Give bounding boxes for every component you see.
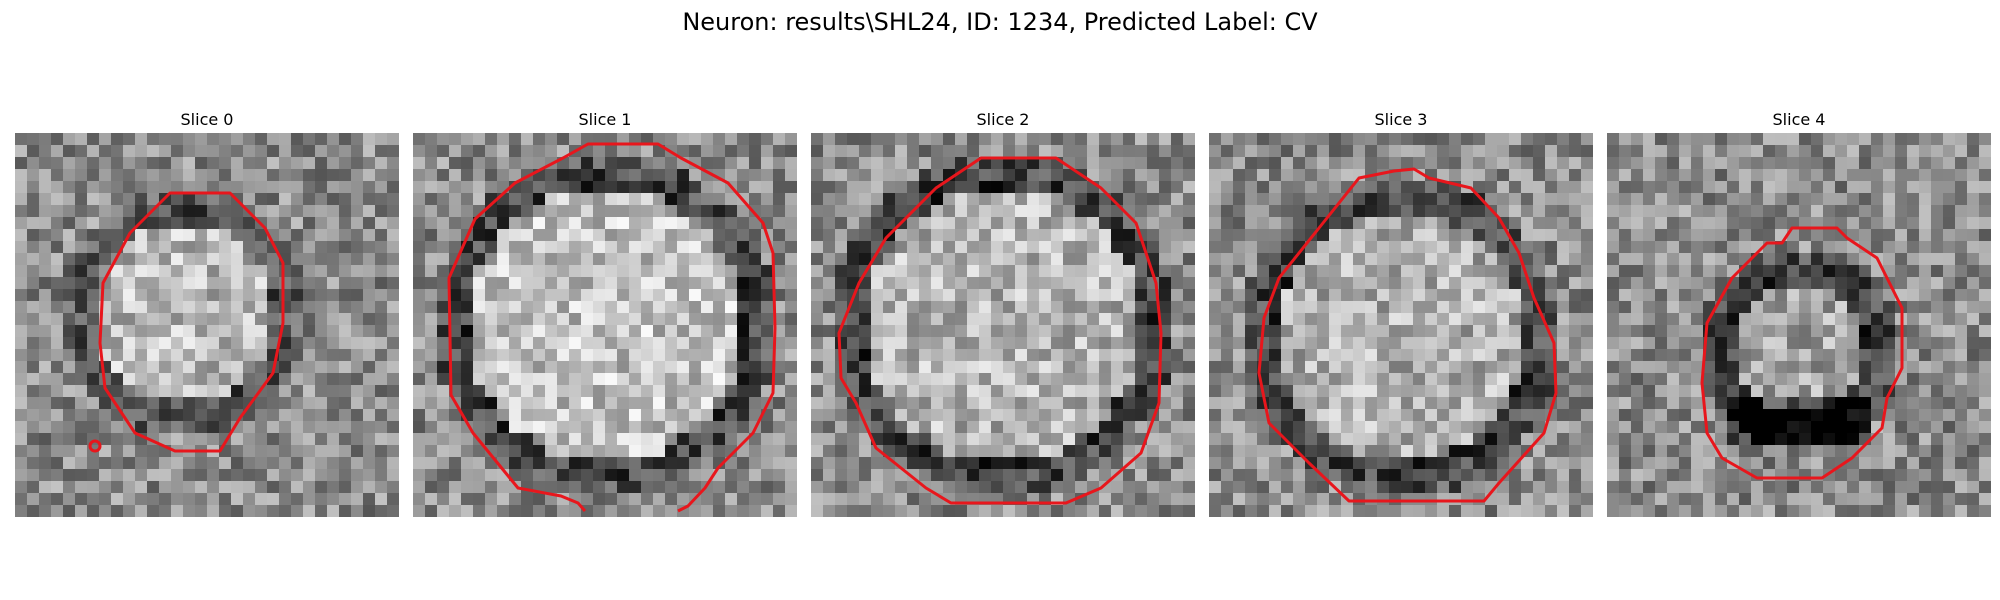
slice-panel-0: Slice 0: [15, 108, 399, 517]
slice-panel-4: Slice 4: [1607, 108, 1991, 517]
slice-panel-3: Slice 3: [1209, 108, 1593, 517]
slice-title: Slice 4: [1772, 110, 1826, 129]
neuron-outline: [447, 142, 777, 513]
slice-image: [15, 133, 399, 517]
neuron-outline: [1700, 226, 1904, 480]
slice-title: Slice 1: [578, 110, 632, 129]
slice-title: Slice 2: [976, 110, 1030, 129]
slice-title: Slice 3: [1374, 110, 1428, 129]
slice-image: [1209, 133, 1593, 517]
neuron-outline: [1257, 167, 1558, 503]
slice-image: [811, 133, 1195, 517]
neuron-outline: [837, 156, 1163, 505]
slice-title: Slice 0: [180, 110, 234, 129]
figure-title: Neuron: results\SHL24, ID: 1234, Predict…: [682, 8, 1318, 36]
slice-image: [1607, 133, 1991, 517]
slice-panel-1: Slice 1: [413, 108, 797, 517]
slice-panel-2: Slice 2: [811, 108, 1195, 517]
neuron-outline: [88, 191, 285, 453]
